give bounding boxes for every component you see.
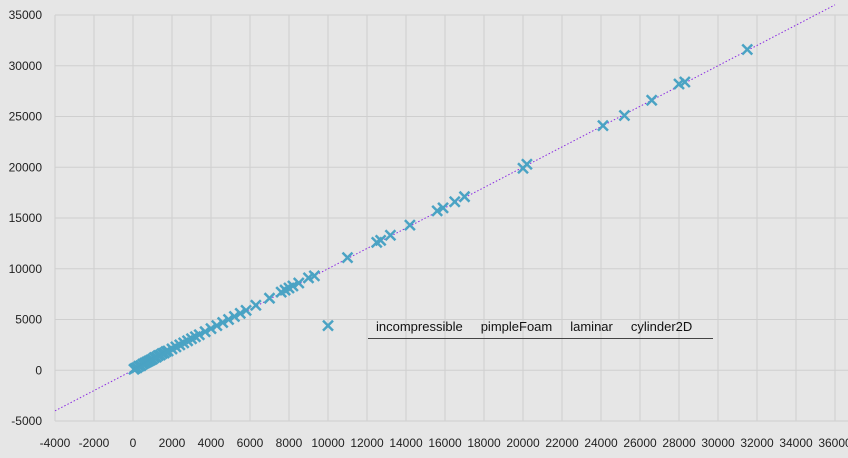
y-tick-label: 35000 — [9, 8, 43, 22]
x-tick-label: 32000 — [740, 436, 774, 450]
data-point[interactable] — [404, 219, 416, 231]
data-point[interactable] — [228, 310, 241, 323]
x-tick-label: 4000 — [198, 436, 225, 450]
data-point[interactable] — [240, 304, 252, 317]
reference-line-y-equals-x — [54, 4, 836, 412]
x-tick-label: 14000 — [389, 436, 423, 450]
data-point[interactable] — [249, 299, 262, 312]
x-tick-label: 18000 — [467, 436, 501, 450]
data-point[interactable] — [521, 158, 533, 171]
y-tick-label: -5000 — [11, 414, 42, 428]
y-tick-label: 5000 — [15, 313, 42, 327]
data-point[interactable] — [210, 319, 223, 332]
tooltip-item-0: incompressible — [376, 319, 463, 334]
data-point[interactable] — [645, 94, 658, 107]
x-tick-label: -4000 — [40, 436, 71, 450]
x-tick-label: 8000 — [276, 436, 303, 450]
data-points[interactable] — [128, 43, 754, 376]
y-tick-label: 25000 — [9, 110, 43, 124]
point-tooltip: incompressible pimpleFoam laminar cylind… — [368, 315, 713, 339]
data-point[interactable] — [292, 277, 305, 289]
x-tick-label: 12000 — [350, 436, 384, 450]
x-tick-label: -2000 — [79, 436, 110, 450]
x-tick-label: 0 — [130, 436, 137, 450]
tooltip-item-2: laminar — [570, 319, 613, 334]
data-point[interactable] — [322, 319, 334, 332]
data-point[interactable] — [205, 322, 217, 335]
x-tick-label: 24000 — [584, 436, 618, 450]
x-tick-label: 6000 — [237, 436, 264, 450]
x-tick-label: 36000 — [818, 436, 848, 450]
data-point[interactable] — [199, 325, 212, 338]
data-point[interactable] — [374, 234, 387, 247]
x-tick-label: 2000 — [159, 436, 186, 450]
data-point[interactable] — [678, 76, 691, 88]
data-point[interactable] — [597, 119, 609, 132]
data-point[interactable] — [308, 269, 321, 282]
data-point[interactable] — [458, 190, 471, 203]
data-point[interactable] — [263, 292, 276, 305]
data-point[interactable] — [384, 229, 397, 242]
data-point[interactable] — [618, 109, 631, 122]
y-tick-label: 0 — [35, 363, 42, 377]
x-tick-label: 30000 — [701, 436, 735, 450]
y-tick-label: 30000 — [9, 59, 43, 73]
y-tick-label: 10000 — [9, 262, 43, 276]
data-point[interactable] — [741, 43, 754, 56]
data-point[interactable] — [234, 307, 247, 320]
y-tick-label: 15000 — [9, 211, 43, 225]
x-tick-label: 26000 — [623, 436, 657, 450]
data-point[interactable] — [448, 195, 461, 208]
x-tick-label: 16000 — [428, 436, 462, 450]
data-point[interactable] — [216, 316, 229, 329]
x-tick-label: 34000 — [779, 436, 813, 450]
tooltip-item-3: cylinder2D — [630, 319, 693, 334]
data-point[interactable] — [341, 251, 354, 264]
grid — [54, 14, 848, 422]
x-tick-label: 22000 — [545, 436, 579, 450]
axis-tick-labels: -4000 -2000 0 2000 4000 6000 8000 10000 12000 140… — [9, 8, 848, 450]
x-tick-label: 28000 — [662, 436, 696, 450]
reference-line — [54, 4, 836, 412]
data-point[interactable] — [437, 201, 449, 214]
y-tick-label: 20000 — [9, 160, 43, 174]
data-point[interactable] — [222, 313, 235, 326]
data-point[interactable] — [431, 205, 444, 217]
x-tick-label: 10000 — [311, 436, 345, 450]
data-point[interactable] — [193, 328, 206, 341]
tooltip-item-1: pimpleFoam — [480, 319, 553, 334]
data-point[interactable] — [287, 280, 299, 292]
x-tick-label: 20000 — [506, 436, 540, 450]
